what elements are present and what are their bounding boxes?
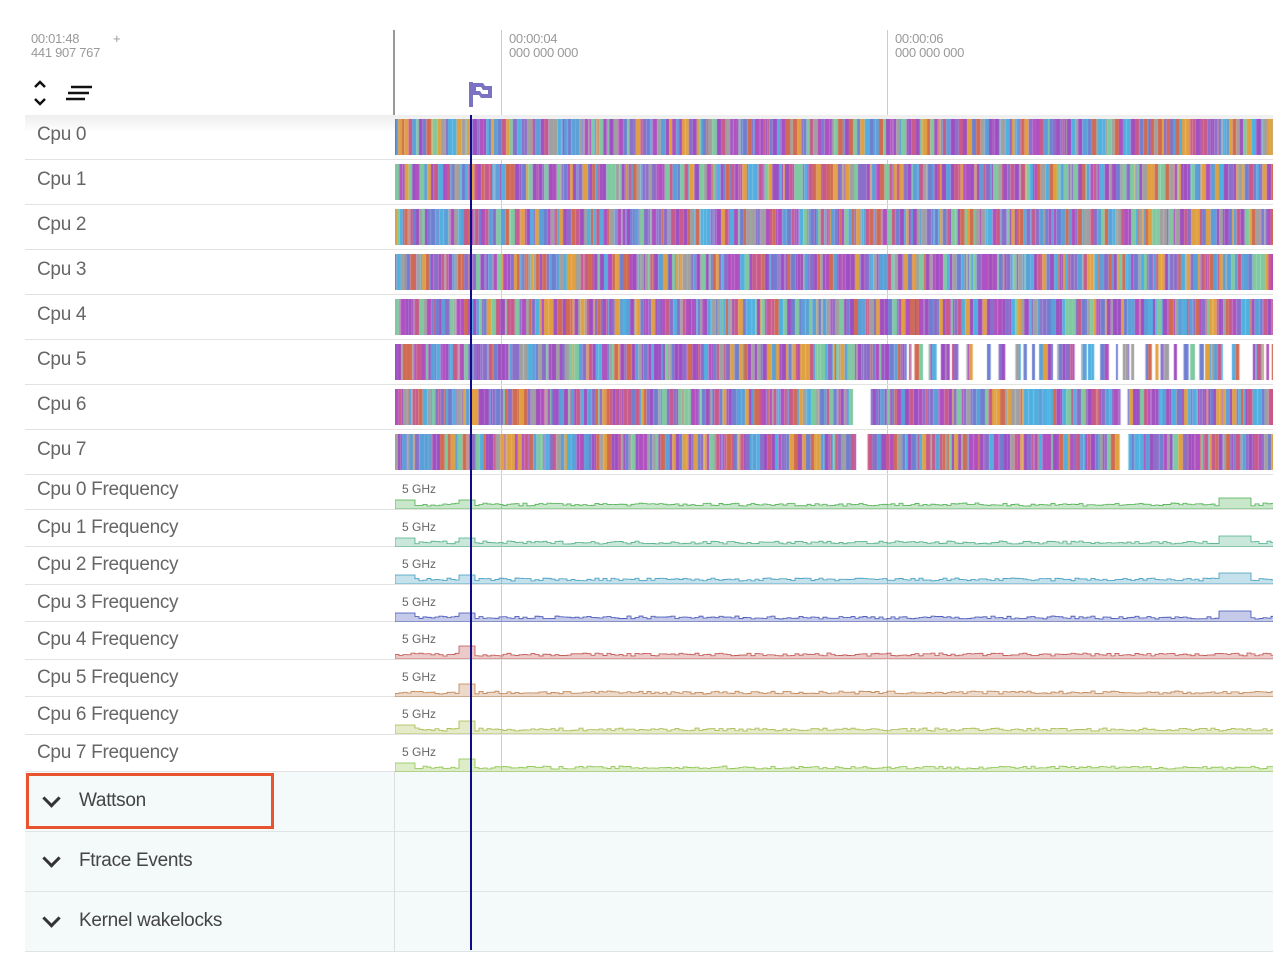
frequency-area [395,610,1273,622]
cpu-track[interactable]: Cpu 3 [25,250,1273,295]
track-label: Cpu 0 [37,124,87,145]
tick-label-ns: 000 000 000 [509,45,578,60]
cpu-track[interactable]: Cpu 4 [25,295,1273,340]
cursor-line[interactable] [470,115,472,950]
track-label: Cpu 6 [37,394,87,415]
max-frequency-label: 5 GHz [402,744,437,759]
tick-label-time: 00:00:04 [509,31,558,46]
track-group-wattson[interactable]: Wattson [25,772,1273,832]
track-group-ftrace-events[interactable]: Ftrace Events [25,832,1273,892]
track-label: Cpu 6 Frequency [37,704,179,725]
chevron-up-down-icon[interactable] [33,78,47,108]
group-label: Wattson [79,790,146,811]
panel-divider[interactable] [393,30,395,115]
track-label: Cpu 7 Frequency [37,741,179,763]
track-label: Cpu 3 Frequency [37,591,179,613]
track-label: Cpu 5 Frequency [37,666,179,688]
gridline [887,30,888,950]
chevron-down-icon[interactable] [42,849,61,868]
cpu-track[interactable]: Cpu 1 [25,160,1273,205]
cpu-track[interactable]: Cpu 0 [25,115,1273,160]
cpu-slices[interactable] [395,119,1273,155]
frequency-graph[interactable] [395,547,1273,584]
frequency-area [395,572,1273,584]
offset-time: 00:01:48 [31,31,80,46]
chevron-down-icon[interactable] [42,909,61,928]
cpu-frequency-track[interactable]: Cpu 0 Frequency 5 GHz [25,472,1273,510]
cpu-frequency-track[interactable]: Cpu 4 Frequency 5 GHz [25,622,1273,660]
cpu-slices[interactable] [395,209,1273,245]
max-frequency-label: 5 GHz [402,632,437,646]
frequency-area [395,497,1273,509]
max-frequency-label: 5 GHz [402,557,437,571]
max-frequency-label: 5 GHz [402,669,437,684]
track-label: Cpu 0 Frequency [37,479,179,500]
offset-plus: + [113,31,121,46]
cpu-slices[interactable] [395,344,1273,380]
group-label: Ftrace Events [79,850,193,871]
track-label: Cpu 4 Frequency [37,629,179,650]
cpu-frequency-track[interactable]: Cpu 3 Frequency 5 GHz [25,585,1273,622]
track-label: Cpu 5 [37,349,87,370]
frequency-graph[interactable] [395,697,1273,734]
group-label: Kernel wakelocks [79,910,223,931]
track-label: Cpu 4 [37,304,87,325]
track-label: Cpu 1 [37,169,87,190]
frequency-graph[interactable] [395,622,1273,659]
timeline-header-left: 00:01:48 + 441 907 767 [25,30,395,115]
tick-label-time: 00:00:06 [895,31,944,46]
cpu-track[interactable]: Cpu 2 [25,205,1273,250]
cpu-slices[interactable] [395,299,1273,335]
cpu-frequency-track[interactable]: Cpu 2 Frequency 5 GHz [25,547,1273,585]
frequency-graph[interactable] [395,585,1273,622]
cpu-frequency-track[interactable]: Cpu 5 Frequency 5 GHz [25,660,1273,697]
max-frequency-label: 5 GHz [402,594,437,609]
frequency-area [395,683,1273,697]
frequency-area [395,758,1273,772]
max-frequency-label: 5 GHz [402,707,437,721]
cpu-track[interactable]: Cpu 6 [25,385,1273,430]
highlight-box [26,773,274,829]
frequency-graph[interactable] [395,472,1273,509]
cpu-frequency-track[interactable]: Cpu 6 Frequency 5 GHz [25,697,1273,735]
cpu-track[interactable]: Cpu 5 [25,340,1273,385]
track-label: Cpu 3 [37,259,87,280]
track-label: Cpu 2 [37,214,87,235]
max-frequency-label: 5 GHz [402,482,437,496]
frequency-graph[interactable] [395,735,1273,772]
frequency-graph[interactable] [395,660,1273,697]
cpu-slices[interactable] [395,434,1273,470]
track-group-kernel-wakelocks[interactable]: Kernel wakelocks [25,892,1273,952]
sort-lines-icon[interactable] [65,84,95,102]
gridline [501,30,502,950]
frequency-area [395,645,1273,659]
track-label: Cpu 7 [37,439,87,460]
tick-label-ns: 000 000 000 [895,45,964,60]
frequency-graph[interactable] [395,510,1273,547]
flag-icon[interactable] [468,80,494,108]
track-label: Cpu 1 Frequency [37,516,179,538]
cpu-frequency-track[interactable]: Cpu 1 Frequency 5 GHz [25,510,1273,547]
track-label: Cpu 2 Frequency [37,554,179,575]
cpu-slices[interactable] [395,254,1273,290]
max-frequency-label: 5 GHz [402,519,437,534]
cpu-frequency-track[interactable]: Cpu 7 Frequency 5 GHz [25,735,1273,772]
offset-ns: 441 907 767 [31,45,100,60]
cpu-track[interactable]: Cpu 7 [25,430,1273,475]
cpu-slices[interactable] [395,389,1273,425]
frequency-area [395,720,1273,734]
cpu-slices[interactable] [395,164,1273,200]
frequency-area [395,535,1273,547]
